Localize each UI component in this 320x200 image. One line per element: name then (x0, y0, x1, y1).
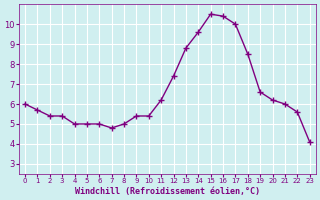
X-axis label: Windchill (Refroidissement éolien,°C): Windchill (Refroidissement éolien,°C) (75, 187, 260, 196)
